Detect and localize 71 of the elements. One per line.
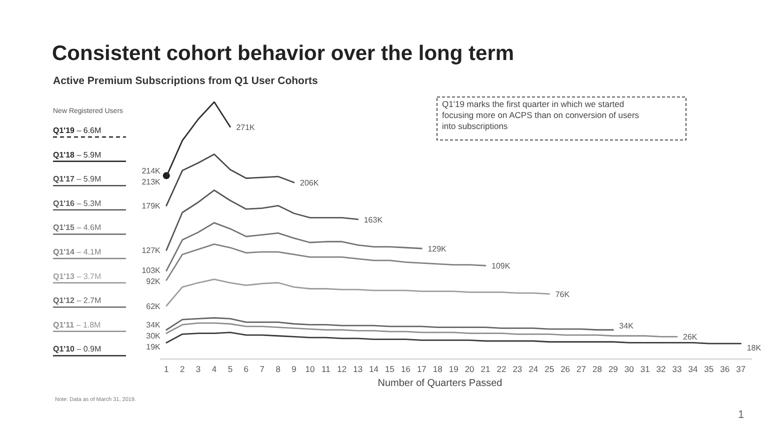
x-tick-label: 13	[353, 364, 363, 374]
chart-subtitle: Active Premium Subscriptions from Q1 User Cohorts	[53, 75, 318, 87]
data-label: 127K	[142, 246, 162, 256]
x-tick-label: 1	[164, 364, 170, 374]
x-tick-label: 35	[704, 364, 714, 374]
x-tick-label: 2	[180, 364, 185, 374]
data-label: 163K	[364, 215, 384, 224]
data-label: 34K	[146, 320, 162, 330]
x-tick-label: 21	[480, 364, 491, 374]
data-label: 34K	[619, 322, 634, 331]
annotation: Q1'19 marks the first quarter in which we started focusing more on ACPS than on conversion of users into subscriptions	[442, 99, 640, 131]
x-tick-label: 3	[196, 364, 201, 374]
data-label: 18K	[746, 344, 762, 353]
text: Q1'15 – 4.6M	[53, 223, 102, 232]
x-tick-label: 19	[448, 364, 459, 374]
text: Q1'10 – 0.9M	[53, 344, 102, 354]
data-label: 214K	[142, 166, 162, 176]
text: Q1'17 – 5.9M	[53, 174, 102, 184]
x-tick-label: 24	[528, 364, 538, 374]
x-tick-label: 26	[560, 364, 570, 374]
x-tick-label: 6	[244, 364, 249, 374]
x-tick-label: 36	[720, 364, 730, 374]
data-label: 179K	[142, 202, 162, 211]
x-tick-label: 28	[592, 364, 602, 374]
data-label: 76K	[555, 290, 570, 299]
data-label: 103K	[142, 266, 162, 275]
x-tick-label: 33	[672, 364, 682, 374]
x-tick-label: 11	[322, 364, 331, 374]
x-tick-label: 34	[688, 364, 698, 374]
x-tick-label: 23	[512, 364, 522, 374]
x-tick-label: 14	[369, 364, 379, 374]
chart-title: Consistent cohort behavior over the long term	[52, 42, 514, 65]
text: 1	[738, 409, 744, 421]
data-label: 109K	[492, 262, 511, 271]
x-tick-label: 18	[432, 364, 443, 374]
x-tick-label: 8	[276, 364, 281, 374]
x-tick-label: 9	[292, 364, 297, 374]
text: Q1'18 – 5.9M	[53, 150, 102, 160]
text: Q1'12 – 2.7M	[53, 296, 102, 306]
x-tick-label: 27	[576, 364, 586, 374]
x-tick-label: 31	[640, 364, 650, 374]
x-tick-label: 16	[401, 364, 411, 374]
data-label: 206K	[300, 178, 320, 188]
data-label: 92K	[146, 276, 162, 286]
x-tick-label: 5	[228, 364, 233, 374]
x-tick-label: 10	[305, 364, 315, 374]
x-tick-label: 12	[337, 364, 347, 374]
x-tick-label: 32	[656, 364, 666, 374]
x-tick-label: 37	[736, 364, 746, 374]
text: Q1'11 – 1.8M	[53, 320, 102, 330]
data-label: 213K	[142, 178, 162, 187]
data-label: 30K	[146, 331, 162, 340]
x-tick-label: 4	[212, 364, 217, 374]
data-label: 129K	[428, 244, 448, 254]
data-label: 271K	[236, 122, 256, 132]
x-tick-label: 20	[464, 364, 475, 374]
x-tick-label: 7	[260, 364, 265, 374]
x-tick-label: 25	[544, 364, 554, 374]
x-tick-label: 17	[416, 364, 427, 374]
x-tick-label: 22	[496, 364, 506, 374]
data-label: 26K	[683, 332, 698, 342]
text: Q1'16 – 5.3M	[53, 198, 102, 208]
text: Q1'14 – 4.1M	[53, 248, 102, 256]
x-tick-label: 15	[385, 364, 395, 374]
data-label: 62K	[146, 302, 162, 311]
x-tick-label: 30	[624, 364, 634, 374]
text: Q1'19 – 6.6M	[53, 126, 102, 135]
data-label: 19K	[146, 342, 162, 352]
x-tick-label: 29	[608, 364, 618, 374]
x-axis-title: Number of Quarters Passed	[378, 378, 502, 389]
text: Q1'13 – 3.7M	[53, 272, 102, 281]
